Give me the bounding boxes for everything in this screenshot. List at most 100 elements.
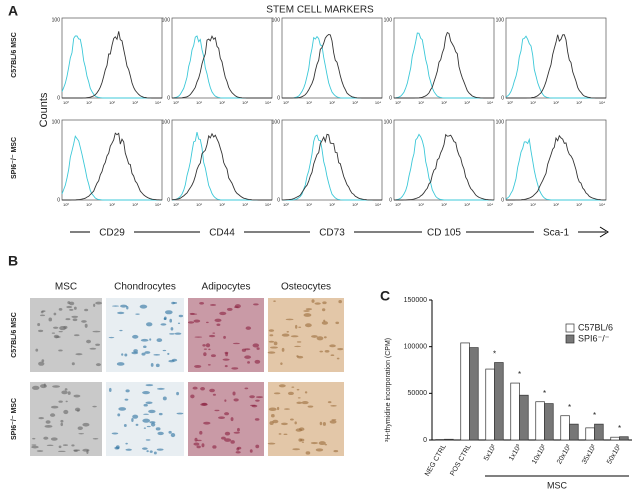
column-label: Osteocytes	[281, 282, 331, 293]
cell	[270, 346, 278, 348]
y-tick-label: 0	[423, 437, 427, 444]
legend-swatch	[566, 324, 574, 332]
x-tick-label: 50x10²	[606, 443, 623, 466]
cell	[31, 444, 36, 445]
cell	[231, 417, 234, 421]
cell	[109, 337, 115, 338]
hist-ytick: 0	[389, 197, 392, 203]
cell	[330, 420, 337, 424]
cell	[156, 364, 160, 368]
hist-ytick: 0	[277, 95, 280, 101]
cell	[112, 305, 119, 306]
cell	[227, 308, 233, 311]
cell	[145, 401, 152, 404]
bar	[495, 363, 504, 440]
cell	[210, 304, 216, 306]
significance: *	[618, 424, 621, 433]
cell	[142, 447, 148, 450]
cell	[58, 350, 62, 352]
cell	[209, 335, 215, 337]
cell	[74, 334, 80, 336]
x-tick-label: NEG CTRL	[424, 443, 448, 477]
cell	[269, 329, 274, 332]
cell	[274, 392, 281, 394]
cell	[143, 414, 149, 415]
cell	[32, 438, 35, 440]
cell	[194, 365, 201, 368]
hist-ytick: 100	[384, 17, 393, 23]
hist-xtick: 10²	[329, 100, 335, 105]
cell	[308, 405, 314, 407]
hist-ytick: 100	[162, 119, 171, 125]
hist-xtick: 10⁴	[155, 100, 161, 105]
cell	[202, 344, 205, 346]
hist-xtick: 10¹	[86, 100, 92, 105]
bar	[470, 348, 479, 440]
cell	[294, 421, 296, 424]
cell	[257, 347, 260, 350]
hist-xtick: 10¹	[418, 202, 424, 207]
cell	[269, 407, 277, 411]
cell	[322, 301, 326, 304]
hist-xtick: 10²	[109, 202, 115, 207]
histogram-curve	[394, 33, 494, 98]
cell	[74, 307, 77, 310]
hist-ytick: 0	[389, 95, 392, 101]
cell	[37, 450, 43, 452]
cell	[84, 309, 88, 312]
hist-xtick: 10⁰	[173, 202, 179, 207]
cell	[86, 340, 91, 344]
cell	[287, 331, 290, 333]
hist-xtick: 10⁰	[395, 202, 401, 207]
cell	[235, 304, 241, 308]
cell	[73, 449, 80, 451]
cell	[47, 445, 54, 446]
cell	[77, 410, 80, 412]
cell	[142, 391, 150, 394]
hist-ytick: 0	[57, 95, 60, 101]
cell	[117, 312, 124, 314]
hist-xtick: 10⁰	[63, 100, 69, 105]
cell	[337, 358, 340, 360]
cell	[296, 355, 298, 357]
histogram-curve	[62, 136, 162, 200]
cell	[78, 433, 84, 434]
cell	[250, 449, 253, 453]
cell	[255, 360, 261, 364]
histogram-frame	[62, 120, 162, 200]
cell	[316, 448, 323, 451]
histogram-frame	[394, 18, 494, 98]
cell	[44, 383, 46, 386]
cell	[90, 348, 97, 350]
cell	[169, 319, 172, 323]
x-tick-label: 35x10²	[581, 443, 598, 466]
hist-xtick: 10¹	[306, 100, 312, 105]
cell	[40, 315, 45, 317]
cell	[247, 361, 250, 364]
cell	[237, 428, 240, 432]
cell	[296, 402, 302, 404]
cell	[75, 353, 82, 355]
cell	[171, 302, 175, 305]
cell	[69, 302, 74, 306]
cell	[193, 319, 200, 322]
hist-xtick: 10³	[132, 202, 138, 207]
cell	[118, 407, 126, 411]
cell	[40, 384, 47, 388]
cell	[53, 327, 58, 329]
cell	[66, 401, 68, 403]
cell	[200, 387, 205, 391]
cell	[147, 426, 151, 427]
hist-xtick: 10⁰	[63, 202, 69, 207]
cell	[169, 333, 175, 334]
cell	[294, 346, 301, 347]
cell	[320, 422, 322, 425]
cell	[224, 399, 226, 401]
cell	[51, 437, 58, 440]
cell	[256, 396, 263, 398]
cell	[48, 317, 52, 321]
panel-letter: C	[380, 288, 390, 304]
significance: *	[518, 370, 521, 379]
cell	[149, 421, 155, 423]
